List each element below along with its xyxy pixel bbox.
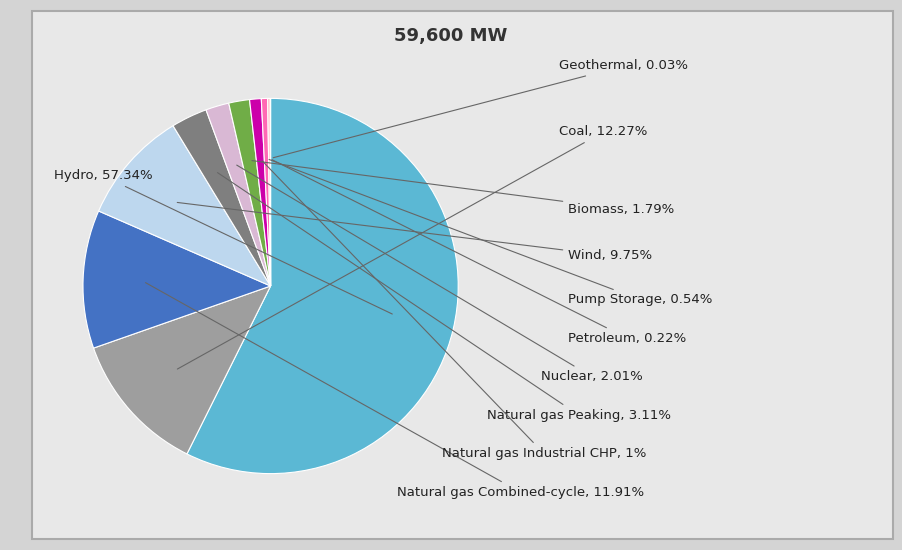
Text: Coal, 12.27%: Coal, 12.27%: [178, 125, 648, 369]
Text: Pump Storage, 0.54%: Pump Storage, 0.54%: [269, 160, 713, 306]
Text: Natural gas Combined-cycle, 11.91%: Natural gas Combined-cycle, 11.91%: [145, 283, 644, 499]
Text: Hydro, 57.34%: Hydro, 57.34%: [54, 169, 392, 314]
Text: Biomass, 1.79%: Biomass, 1.79%: [252, 161, 675, 216]
Wedge shape: [83, 211, 271, 348]
Text: Wind, 9.75%: Wind, 9.75%: [177, 202, 652, 262]
Wedge shape: [98, 126, 271, 286]
Wedge shape: [173, 110, 271, 286]
Text: 59,600 MW: 59,600 MW: [394, 28, 508, 46]
Text: Petroleum, 0.22%: Petroleum, 0.22%: [272, 160, 686, 345]
Wedge shape: [229, 100, 271, 286]
Wedge shape: [187, 98, 458, 474]
Wedge shape: [268, 98, 271, 286]
Wedge shape: [206, 103, 271, 286]
Text: Natural gas Industrial CHP, 1%: Natural gas Industrial CHP, 1%: [262, 161, 647, 460]
Text: Nuclear, 2.01%: Nuclear, 2.01%: [236, 165, 643, 383]
Text: Natural gas Peaking, 3.11%: Natural gas Peaking, 3.11%: [217, 173, 671, 422]
Wedge shape: [250, 98, 271, 286]
Text: Geothermal, 0.03%: Geothermal, 0.03%: [273, 59, 688, 158]
Wedge shape: [94, 286, 271, 454]
Wedge shape: [262, 98, 271, 286]
